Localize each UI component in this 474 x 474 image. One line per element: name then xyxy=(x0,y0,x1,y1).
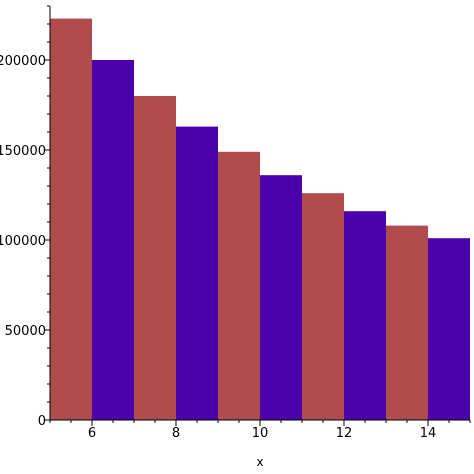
y-tick-label-100000: 100000 xyxy=(0,234,46,249)
x-tick-label-10: 10 xyxy=(252,426,269,441)
bars-layer xyxy=(50,18,470,421)
bar-3 xyxy=(176,126,218,420)
bar-4 xyxy=(218,151,260,421)
bar-5 xyxy=(260,175,302,420)
x-tick-label-12: 12 xyxy=(336,426,353,441)
bar-0 xyxy=(50,18,92,420)
x-tick-label-6: 6 xyxy=(88,426,96,441)
bar-6 xyxy=(302,193,344,420)
bar-1 xyxy=(92,60,134,420)
ticks-layer: 0 50000 100000 150000 200000 6 8 10 12 14 xyxy=(0,5,471,441)
bar-7 xyxy=(344,211,386,420)
x-tick-label-14: 14 xyxy=(420,426,437,441)
x-axis-label: x xyxy=(256,455,263,469)
y-tick-label-200000: 200000 xyxy=(0,54,46,69)
bar-8 xyxy=(386,225,428,420)
y-tick-label-0: 0 xyxy=(38,414,46,429)
x-tick-label-8: 8 xyxy=(172,426,180,441)
bar-9 xyxy=(428,238,470,420)
bar-2 xyxy=(134,96,176,420)
y-tick-label-150000: 150000 xyxy=(0,144,46,159)
y-tick-label-50000: 50000 xyxy=(5,324,46,339)
